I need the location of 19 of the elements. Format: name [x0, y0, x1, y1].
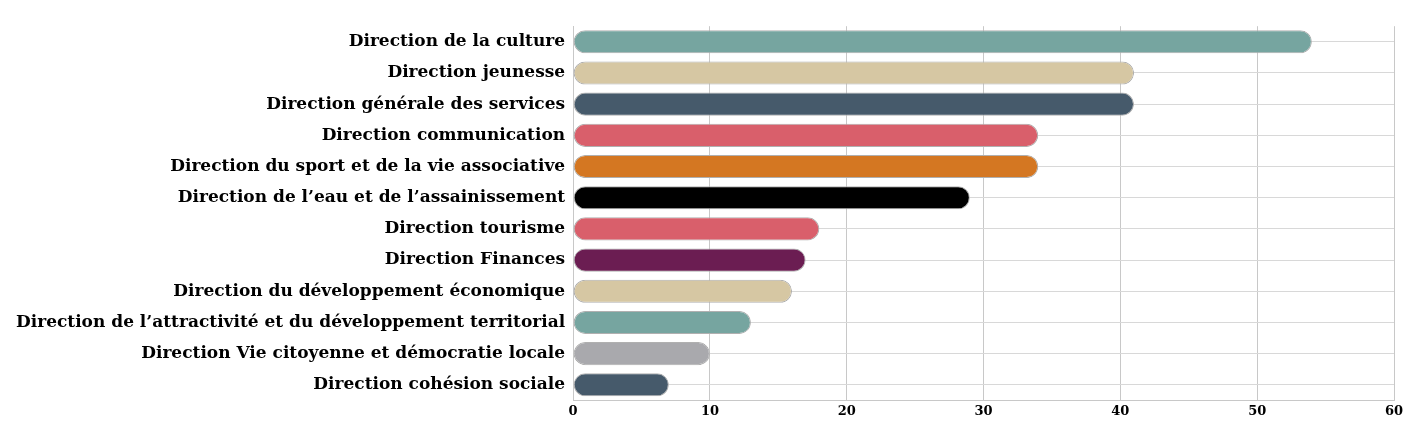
y-tick-label: Direction générale des services	[266, 92, 566, 113]
y-tick-label: Direction jeunesse	[387, 61, 566, 82]
y-tick-label: Direction communication	[321, 123, 566, 144]
y-tick-label: Direction Vie citoyenne et démocratie locale	[141, 342, 566, 363]
y-tick-label: Direction Finances	[384, 248, 566, 269]
y-tick-label: Direction de l’eau et de l’assainissement	[177, 186, 566, 207]
y-tick-label: Direction de la culture	[348, 30, 566, 51]
y-tick-label: Direction du développement économique	[173, 279, 566, 300]
y-tick-label: Direction de l’attractivité et du développement territorial	[15, 310, 566, 331]
x-tick-label: 0	[568, 402, 578, 418]
y-tick-label: Direction cohésion sociale	[313, 373, 566, 394]
x-tick-label: 50	[1248, 402, 1267, 418]
x-tick-label: 20	[837, 402, 856, 418]
x-tick-label: 10	[700, 402, 719, 418]
x-tick-label: 40	[1111, 402, 1130, 418]
x-tick-label: 30	[974, 402, 993, 418]
y-tick-label: Direction du sport et de la vie associative	[170, 154, 566, 175]
y-tick-label: Direction tourisme	[384, 217, 566, 238]
x-tick-label: 60	[1384, 402, 1404, 418]
